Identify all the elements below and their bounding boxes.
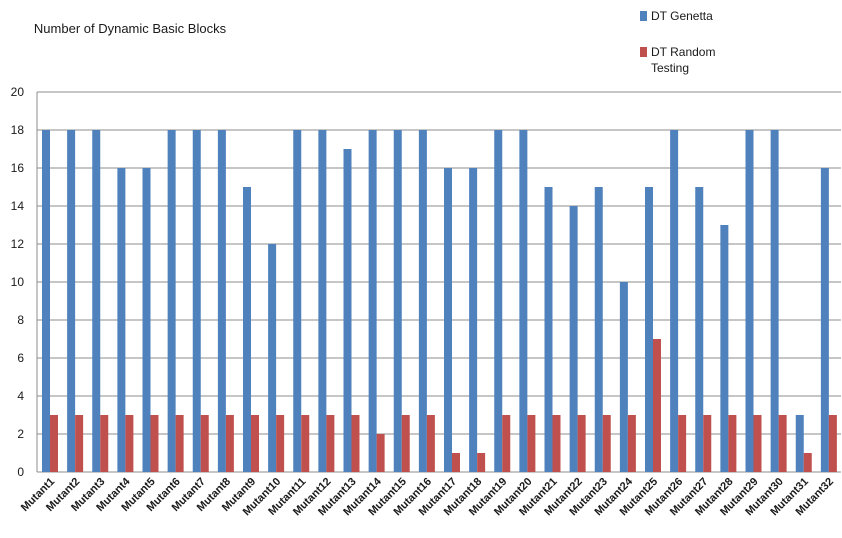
y-tick-label: 10 — [11, 275, 25, 289]
bar-genetta — [293, 130, 302, 472]
bar-random-testing — [527, 415, 536, 472]
legend-item-random-testing: DT Random Testing — [640, 44, 741, 76]
bar-random-testing — [175, 415, 184, 472]
bar-genetta — [695, 187, 704, 472]
bar-genetta — [67, 130, 76, 472]
y-tick-label: 2 — [17, 427, 24, 441]
bar-genetta — [268, 244, 277, 472]
bar-genetta — [217, 130, 226, 472]
bar-random-testing — [251, 415, 259, 472]
legend-item-genetta: DT Genetta — [640, 8, 741, 24]
bar-genetta — [393, 130, 402, 472]
bar-random-testing — [401, 415, 410, 472]
bar-genetta — [192, 130, 201, 472]
bar-random-testing — [426, 415, 435, 472]
bar-genetta — [720, 225, 729, 472]
bar-random-testing — [753, 415, 762, 472]
y-tick-label: 4 — [17, 389, 24, 403]
bar-random-testing — [477, 453, 486, 472]
bar-genetta — [167, 130, 176, 472]
bar-genetta — [519, 130, 528, 472]
bar-random-testing — [100, 415, 109, 472]
y-tick-label: 8 — [17, 313, 24, 327]
bar-random-testing — [703, 415, 712, 472]
bar-random-testing — [50, 415, 58, 472]
legend-label-random-testing: DT Random Testing — [651, 45, 716, 75]
bar-genetta — [92, 130, 101, 472]
bar-random-testing — [678, 415, 687, 472]
bar-random-testing — [125, 415, 134, 472]
bar-genetta — [745, 130, 754, 472]
bar-genetta — [444, 168, 452, 472]
bar-genetta — [594, 187, 603, 472]
y-tick-label: 6 — [17, 351, 24, 365]
bar-genetta — [318, 130, 327, 472]
bar-genetta — [42, 130, 50, 472]
bar-random-testing — [75, 415, 84, 472]
bar-random-testing — [653, 339, 661, 472]
bar-random-testing — [502, 415, 511, 472]
bar-genetta — [569, 206, 578, 472]
bar-random-testing — [376, 434, 385, 472]
bar-genetta — [469, 168, 478, 472]
bar-genetta — [117, 168, 126, 472]
bar-random-testing — [778, 415, 787, 472]
bar-random-testing — [828, 415, 837, 472]
bar-random-testing — [351, 415, 360, 472]
bar-random-testing — [225, 415, 234, 472]
bar-genetta — [494, 130, 503, 472]
bar-random-testing — [452, 453, 460, 472]
bar-genetta — [820, 168, 829, 472]
bar-genetta — [142, 168, 151, 472]
bar-genetta — [418, 130, 427, 472]
bar-genetta — [645, 187, 653, 472]
bar-genetta — [619, 282, 628, 472]
bar-genetta — [770, 130, 779, 472]
bar-genetta — [795, 415, 804, 472]
bar-random-testing — [276, 415, 285, 472]
bar-genetta — [670, 130, 679, 472]
bar-random-testing — [602, 415, 611, 472]
bar-genetta — [343, 149, 352, 472]
chart-title: Number of Dynamic Basic Blocks — [33, 21, 227, 36]
y-tick-label: 20 — [11, 85, 25, 99]
y-tick-label: 18 — [11, 123, 25, 137]
legend-label-genetta: DT Genetta — [651, 9, 713, 23]
bar-random-testing — [577, 415, 586, 472]
legend-swatch-random-testing — [640, 47, 647, 57]
bar-random-testing — [552, 415, 561, 472]
bar-genetta — [368, 130, 377, 472]
bar-random-testing — [803, 453, 812, 472]
legend-swatch-genetta — [640, 11, 647, 21]
bar-random-testing — [200, 415, 209, 472]
y-tick-label: 14 — [11, 199, 25, 213]
bar-genetta — [544, 187, 553, 472]
bar-random-testing — [627, 415, 636, 472]
y-tick-label: 12 — [11, 237, 25, 251]
bar-random-testing — [301, 415, 310, 472]
y-tick-label: 16 — [11, 161, 25, 175]
bar-random-testing — [150, 415, 159, 472]
bar-genetta — [243, 187, 251, 472]
bar-random-testing — [326, 415, 335, 472]
bar-random-testing — [728, 415, 737, 472]
y-tick-label: 0 — [17, 465, 24, 479]
